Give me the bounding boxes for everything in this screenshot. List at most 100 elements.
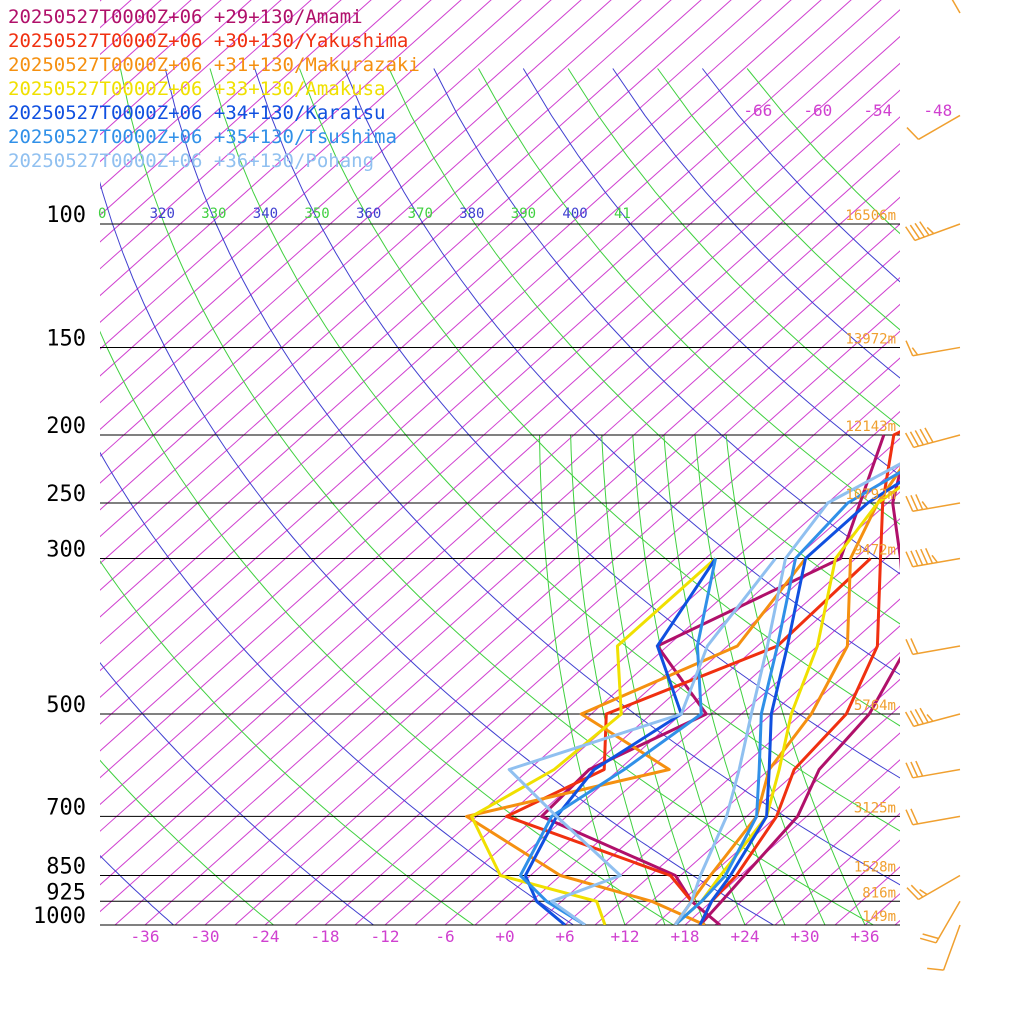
wind-barb-feather — [921, 501, 929, 510]
wind-barb-feather — [910, 550, 919, 567]
dry-adiabat-line — [522, 68, 900, 476]
wind-barb-staff — [914, 223, 961, 242]
pressure-lines — [100, 223, 900, 926]
wind-barb — [906, 874, 961, 901]
wind-barb-feather — [920, 548, 929, 565]
wind-barb-feather — [910, 638, 919, 654]
temperature-tick-label: -12 — [371, 927, 400, 946]
wind-barb — [919, 900, 961, 944]
isotherm-line — [100, 62, 900, 779]
dry-adiabat-line — [100, 759, 275, 925]
series-line-dewpoint — [523, 557, 717, 925]
isotherm-line — [834, 866, 900, 925]
series-line-temperature — [698, 480, 900, 925]
isotherm-line — [100, 196, 900, 913]
wind-barb-feather — [906, 127, 919, 140]
isotherm-label: -60 — [803, 101, 832, 120]
isotherm-line — [985, 0, 1024, 925]
wind-barb — [904, 707, 961, 728]
wind-barb-feather — [915, 760, 924, 777]
series-line-dewpoint — [470, 557, 717, 925]
wind-barb — [905, 221, 961, 242]
height-label: 149m — [862, 909, 896, 925]
wind-barb-feather — [911, 347, 919, 356]
legend-entry: 20250527T0000Z+06 +33+130/Amakusa — [8, 78, 386, 100]
wind-barb-staff — [912, 346, 961, 357]
wind-barb-feather — [904, 432, 915, 448]
isotherm-line — [955, 0, 1024, 925]
wind-barb — [927, 924, 961, 971]
dry-adiabat-line — [100, 661, 375, 925]
isotherm-line — [100, 9, 900, 725]
wind-barb-feather — [905, 639, 914, 655]
wind-barb-feather — [915, 494, 924, 510]
wind-barb-feather — [905, 495, 914, 512]
legend-entry: 20250527T0000Z+06 +29+130/Amami — [8, 6, 363, 28]
isotherm-line — [100, 0, 792, 618]
wind-barb-feather — [909, 224, 921, 240]
wind-barb-feather — [905, 551, 914, 568]
wind-barb — [906, 114, 961, 141]
dry-adiabat-line — [299, 68, 900, 727]
series-line-temperature — [673, 462, 900, 925]
wind-barb-staff — [912, 645, 961, 656]
height-label: 3125m — [854, 800, 896, 816]
moist-adiabat-line — [539, 434, 626, 925]
legend: 20250527T0000Z+06 +29+130/Amami 20250527T… — [8, 5, 420, 173]
dry-adiabat-line — [254, 68, 900, 779]
isotherm-label: -48 — [923, 101, 952, 120]
dry-adiabat-line — [100, 330, 675, 925]
dry-adiabat-line — [343, 68, 900, 676]
theta-label: 0 — [98, 206, 106, 222]
wind-barb-staff — [918, 114, 961, 141]
wind-barb-feather — [924, 427, 934, 443]
legend-entry: 20250527T0000Z+06 +30+130/Yakushima — [8, 30, 409, 52]
height-label: 13972m — [845, 331, 896, 347]
wind-barb-feather — [910, 884, 924, 898]
wind-barb-feather — [927, 967, 944, 971]
moist-adiabat-line — [570, 434, 666, 925]
series-line-temperature — [698, 430, 900, 925]
moist-adiabat-line — [694, 434, 826, 925]
isotherm-line — [204, 303, 900, 925]
wind-barb-feather — [919, 428, 929, 444]
pressure-label: 1000 — [33, 904, 86, 929]
legend-entry: 20250527T0000Z+06 +35+130/Tsushima — [8, 126, 397, 148]
wind-barb-feather — [919, 707, 929, 723]
pressure-label: 200 — [46, 414, 86, 439]
isotherm-line — [654, 705, 900, 925]
isotherm-line — [100, 0, 522, 377]
wind-barb — [951, 0, 961, 14]
isotherm-line — [100, 0, 852, 672]
isotherm-line — [294, 384, 900, 925]
isotherm-line — [100, 116, 900, 832]
wind-barb — [905, 340, 961, 357]
dry-adiabat-line — [100, 854, 175, 925]
wind-barb-feather — [914, 709, 924, 725]
theta-label: 350 — [304, 206, 329, 222]
isotherm-line — [925, 0, 1024, 925]
theta-label: 380 — [459, 206, 484, 222]
isotherm-line — [504, 571, 900, 925]
isotherm-line — [100, 0, 882, 698]
pressure-label: 850 — [46, 855, 86, 880]
series-line-temperature — [698, 465, 900, 925]
isotherm-line — [100, 0, 642, 484]
wind-barb-staff — [951, 0, 961, 14]
isotherm-line — [324, 410, 900, 925]
dry-adiabat-line — [388, 68, 900, 625]
wind-barb — [905, 638, 961, 656]
isotherm-line — [474, 544, 900, 925]
wind-barb-staff — [913, 713, 961, 728]
isotherm-line — [100, 0, 702, 538]
pressure-label: 300 — [46, 537, 86, 562]
temperature-tick-label: +18 — [671, 927, 700, 946]
temperature-tick-label: -18 — [311, 927, 340, 946]
wind-barb-feather — [909, 431, 920, 447]
height-label: 16506m — [845, 208, 896, 224]
isotherm-line — [714, 759, 900, 925]
moist-adiabat-line — [663, 434, 786, 925]
height-label: 5764m — [854, 698, 896, 714]
dry-adiabat-line — [433, 68, 900, 575]
